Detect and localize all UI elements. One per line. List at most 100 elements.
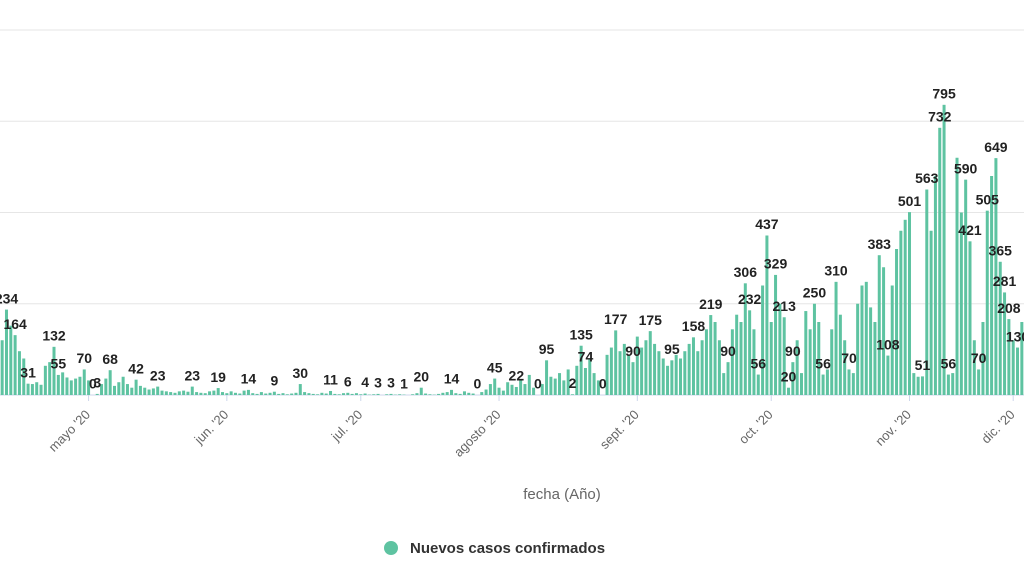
bar bbox=[670, 360, 674, 395]
data-label: 108 bbox=[876, 336, 900, 352]
data-label: 421 bbox=[958, 222, 982, 238]
bar bbox=[9, 325, 13, 395]
bar bbox=[968, 241, 972, 395]
bar bbox=[843, 340, 847, 395]
data-label: 437 bbox=[755, 216, 779, 232]
bar bbox=[916, 376, 920, 395]
bar bbox=[838, 314, 842, 395]
bar bbox=[4, 309, 8, 395]
bar bbox=[506, 382, 510, 395]
bar bbox=[333, 393, 337, 395]
bar bbox=[74, 378, 78, 395]
bar bbox=[350, 393, 354, 395]
data-label: 90 bbox=[625, 343, 641, 359]
bar bbox=[691, 337, 695, 395]
data-label: 732 bbox=[928, 109, 952, 125]
bar bbox=[221, 392, 225, 395]
bar bbox=[100, 384, 104, 395]
data-label: 563 bbox=[915, 170, 939, 186]
x-tick-label: mayo '20 bbox=[46, 407, 94, 455]
data-label: 0 bbox=[89, 376, 97, 392]
bar bbox=[890, 285, 894, 395]
bar bbox=[428, 394, 432, 395]
bar bbox=[860, 285, 864, 395]
data-label: 70 bbox=[841, 350, 857, 366]
x-tick-label: jul. '20 bbox=[328, 407, 366, 445]
bar bbox=[622, 343, 626, 395]
data-label: 281 bbox=[993, 273, 1017, 289]
bar bbox=[998, 261, 1002, 395]
bar bbox=[238, 393, 242, 395]
bar bbox=[722, 373, 726, 395]
bar bbox=[510, 384, 514, 395]
x-tick-label: dic. '20 bbox=[978, 407, 1017, 446]
bar bbox=[87, 380, 91, 395]
data-label: 31 bbox=[20, 364, 36, 380]
bar bbox=[553, 378, 557, 395]
data-label: 23 bbox=[184, 367, 200, 383]
data-label: 175 bbox=[639, 312, 663, 328]
bar bbox=[329, 390, 333, 395]
bar bbox=[549, 376, 553, 395]
data-label: 649 bbox=[984, 139, 1008, 155]
legend-label[interactable]: Nuevos casos confirmados bbox=[410, 540, 605, 557]
bar bbox=[1011, 340, 1015, 395]
data-label: 55 bbox=[51, 356, 67, 372]
bar bbox=[169, 392, 173, 395]
bar bbox=[540, 384, 544, 395]
bar bbox=[22, 358, 26, 395]
data-label: 0 bbox=[599, 376, 607, 392]
data-label: 590 bbox=[954, 160, 978, 176]
bar bbox=[752, 329, 756, 395]
bar bbox=[26, 383, 30, 395]
data-label: 365 bbox=[989, 242, 1013, 258]
bar bbox=[877, 255, 881, 395]
bar bbox=[730, 329, 734, 395]
bar bbox=[618, 351, 622, 395]
bar bbox=[713, 322, 717, 395]
bar bbox=[268, 392, 272, 395]
bar bbox=[1016, 347, 1020, 395]
bar bbox=[782, 317, 786, 395]
data-label: 250 bbox=[803, 284, 827, 300]
bar bbox=[424, 393, 428, 395]
bar bbox=[791, 362, 795, 395]
data-label: 20 bbox=[413, 368, 429, 384]
bar bbox=[1007, 319, 1011, 395]
bar bbox=[186, 391, 190, 395]
bar bbox=[596, 380, 600, 395]
bar bbox=[925, 189, 929, 395]
bar bbox=[117, 382, 121, 395]
data-label: 56 bbox=[941, 355, 957, 371]
bar bbox=[882, 267, 886, 395]
bar bbox=[657, 351, 661, 395]
bar bbox=[938, 127, 942, 395]
bar bbox=[579, 345, 583, 395]
bar bbox=[285, 394, 289, 395]
bar bbox=[225, 393, 229, 395]
bar bbox=[173, 392, 177, 395]
data-label: 19 bbox=[210, 369, 226, 385]
data-label: 213 bbox=[773, 298, 797, 314]
data-label: 219 bbox=[699, 296, 723, 312]
data-label: 45 bbox=[487, 359, 503, 375]
bar bbox=[13, 335, 17, 395]
bar bbox=[281, 393, 285, 395]
bar bbox=[795, 340, 799, 395]
bar bbox=[164, 391, 168, 395]
bar bbox=[588, 358, 592, 395]
bar bbox=[363, 393, 367, 395]
x-tick-label: nov. '20 bbox=[872, 407, 914, 449]
x-axis-title: fecha (Año) bbox=[523, 486, 601, 503]
data-label: 20 bbox=[781, 368, 797, 384]
bar bbox=[873, 322, 877, 395]
bar bbox=[851, 373, 855, 395]
bar bbox=[808, 329, 812, 395]
data-label: 3 bbox=[387, 375, 395, 391]
bar bbox=[177, 391, 181, 395]
bar bbox=[246, 389, 250, 395]
bar bbox=[899, 230, 903, 395]
bar bbox=[726, 362, 730, 395]
bar bbox=[143, 387, 147, 395]
